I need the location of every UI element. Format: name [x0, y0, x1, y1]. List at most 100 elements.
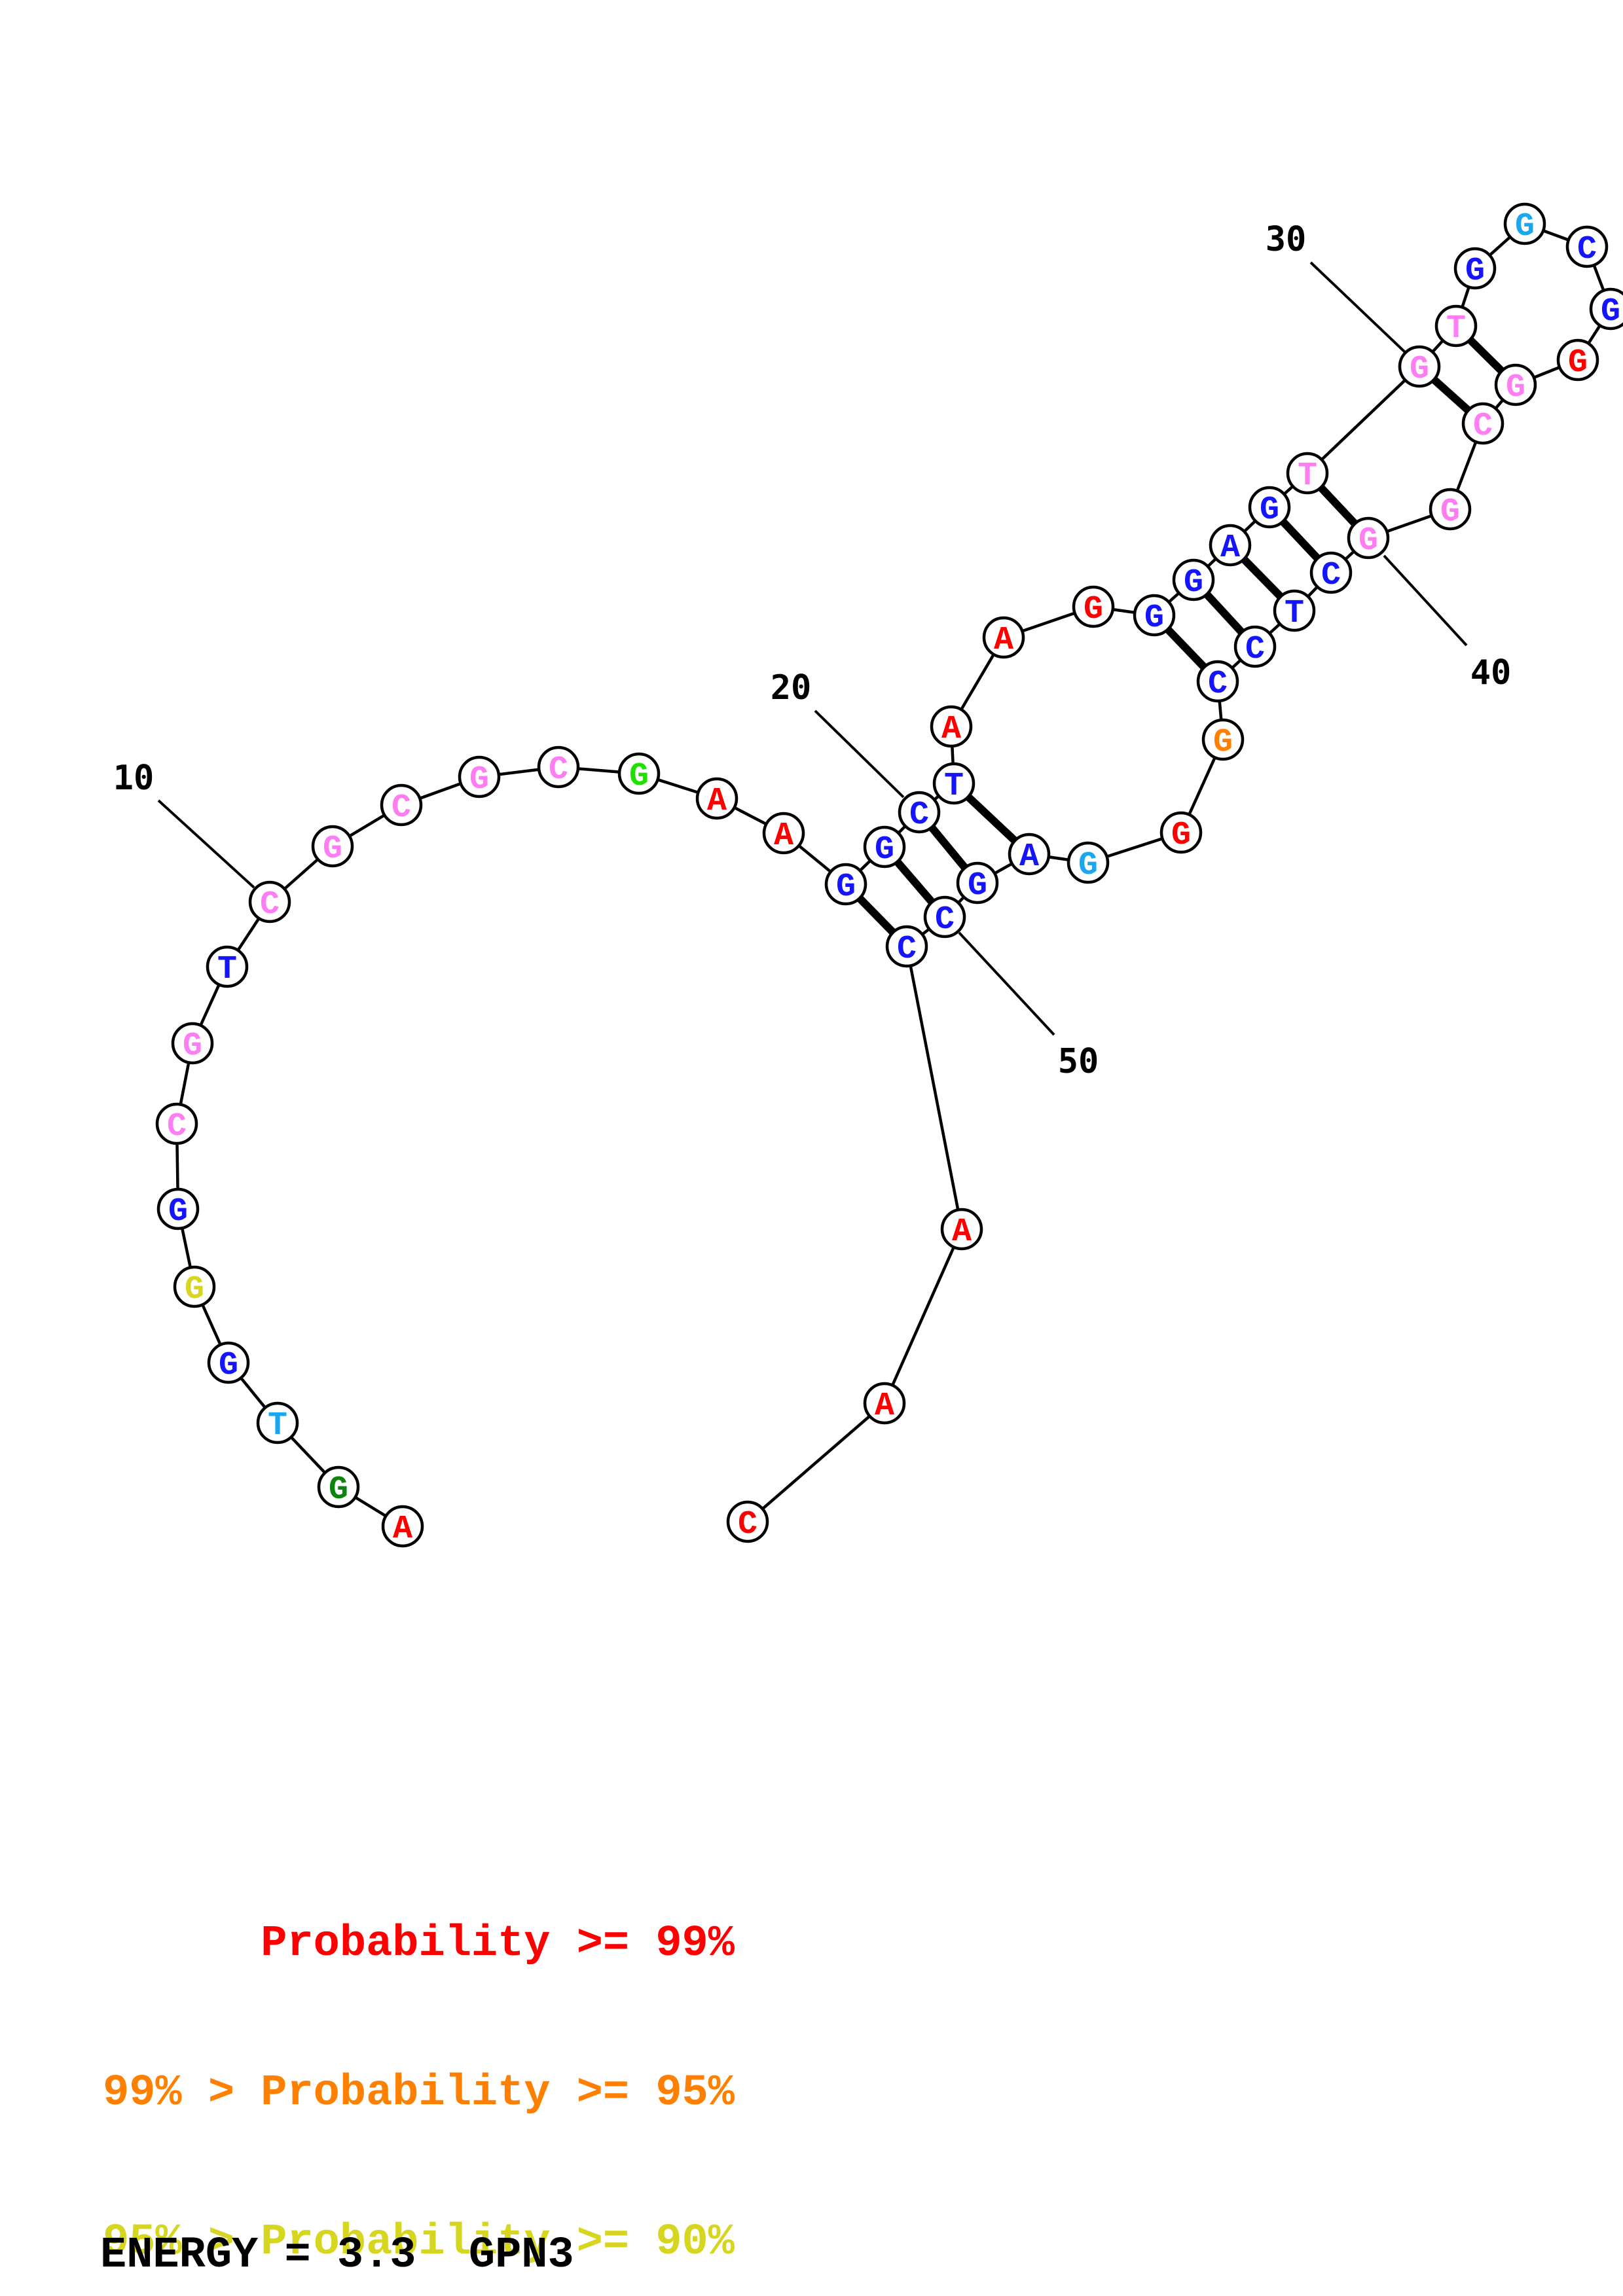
nucleotide-base: G — [219, 1347, 238, 1384]
nucleotide-base: G — [1601, 293, 1620, 331]
nucleotide-base: C — [392, 789, 411, 827]
nucleotide-base: T — [1446, 310, 1466, 348]
legend-row-90-95: 95% > Probability >= 90% — [103, 2217, 735, 2267]
nucleotide-base: G — [1260, 492, 1279, 529]
nucleotide-base: G — [1084, 591, 1103, 628]
nucleotide-base: G — [1144, 600, 1164, 637]
nucleotide-base: G — [1410, 351, 1429, 388]
nucleotide-circle — [171, 1022, 214, 1065]
nucleotide-base: C — [1245, 631, 1265, 668]
nucleotide-base: G — [1515, 208, 1535, 245]
nucleotide-base: G — [968, 867, 987, 905]
nucleotide-base: G — [183, 1028, 202, 1065]
nucleotide-circle — [248, 880, 291, 924]
nucleotide-base: A — [393, 1511, 412, 1548]
nucleotide-base: G — [185, 1271, 204, 1308]
nucleotide-circle — [863, 1382, 906, 1425]
nucleotide-base: G — [1568, 344, 1588, 382]
probability-legend: Probability >= 99% 99% > Probability >= … — [103, 1820, 735, 2296]
nucleotide-base: A — [994, 622, 1013, 659]
nucleotide-base: C — [1473, 408, 1493, 445]
nucleotide-circle — [1133, 594, 1176, 637]
nucleotide-circle — [155, 1102, 198, 1145]
nucleotide-base: C — [897, 931, 917, 968]
nucleotide-circle — [317, 1465, 360, 1509]
nucleotide-base: A — [1220, 529, 1240, 567]
nucleotide-base: G — [1213, 724, 1233, 761]
nucleotide-base: G — [1359, 522, 1378, 560]
nucleotide-circle — [726, 1500, 769, 1543]
nucleotide-base: A — [875, 1388, 894, 1425]
nucleotide-circle — [1072, 585, 1115, 628]
nucleotide-base: C — [1208, 666, 1228, 703]
nucleotide-base: T — [1285, 595, 1304, 632]
backbone-segment — [746, 1402, 886, 1523]
nucleotide-circle — [256, 1401, 299, 1444]
nucleotide-circle — [156, 1187, 200, 1230]
legend-row-99: Probability >= 99% — [103, 1919, 735, 1969]
nucleotide-circle — [380, 783, 423, 827]
nucleotide-circle — [930, 705, 973, 748]
nucleotide-circle — [1008, 833, 1051, 876]
nucleotide-circle — [1196, 660, 1239, 703]
nucleotide-base: G — [323, 831, 342, 868]
nucleotide-circle — [207, 1341, 250, 1384]
nucleotide-base: C — [738, 1506, 757, 1543]
nucleotide-base: G — [836, 869, 856, 906]
nucleotide-circle — [1461, 402, 1504, 445]
nucleotide-base: C — [935, 901, 955, 939]
nucleotide-base: A — [707, 783, 727, 820]
nucleotide-base: C — [549, 751, 568, 789]
nucleotide-circle — [1273, 589, 1316, 632]
nucleotide-circle — [206, 945, 249, 988]
nucleotide-base: G — [629, 758, 649, 795]
nucleotide-base: C — [260, 886, 280, 924]
nucleotide-circle — [1347, 516, 1390, 560]
nucleotide-circle — [1556, 338, 1599, 382]
nucleotide-circle — [695, 777, 739, 820]
nucleotide-circle — [311, 825, 354, 868]
nucleotide-base: A — [952, 1213, 972, 1251]
nucleotide-base: G — [1440, 493, 1460, 531]
nucleotide-base: G — [469, 761, 489, 798]
nucleotide-circle — [885, 925, 928, 968]
nucleotide-circle — [1201, 718, 1245, 761]
nucleotide-base: G — [1078, 847, 1098, 884]
nucleotide-circle — [1309, 551, 1353, 594]
nucleotide-circle — [1453, 247, 1497, 290]
nucleotide-circle — [1398, 345, 1441, 388]
nucleotide-base: A — [774, 817, 793, 855]
nucleotide-circle — [1565, 225, 1609, 268]
nucleotide-circle — [173, 1265, 216, 1308]
nucleotide-base: T — [217, 951, 237, 988]
nucleotide-base: C — [1321, 557, 1341, 594]
nucleotide-circle — [982, 616, 1025, 659]
nucleotide-circle — [940, 1208, 983, 1251]
nucleotide-circle — [1159, 811, 1203, 854]
nucleotide-circle — [1429, 488, 1472, 531]
number-label: 30 — [1266, 220, 1307, 259]
label-leader-line — [157, 799, 255, 889]
nucleotide-base: G — [1465, 253, 1485, 290]
nucleotide-base: G — [1171, 817, 1191, 854]
label-leader-line — [958, 931, 1055, 1036]
nucleotide-base: C — [167, 1108, 187, 1145]
backbone-segment — [1306, 365, 1421, 475]
nucleotide-circle — [824, 863, 867, 906]
nucleotide-circle — [1434, 304, 1478, 348]
number-label: 50 — [1058, 1042, 1099, 1081]
nucleotide-base: T — [944, 768, 964, 805]
nucleotide-circle — [1248, 486, 1291, 529]
nucleotide-circle — [1494, 363, 1537, 406]
nucleotide-base: A — [1019, 838, 1039, 876]
nucleotide-circle — [381, 1505, 424, 1548]
nucleotide-circle — [537, 745, 580, 789]
nucleotide-circle — [617, 752, 661, 795]
nucleotide-base: G — [168, 1193, 188, 1230]
nucleotide-circle — [458, 755, 501, 798]
nucleotide-base: A — [941, 711, 961, 748]
nucleotide-circle — [1503, 202, 1546, 245]
energy-text: ENERGY = 3.3 GPN3 — [100, 2231, 574, 2280]
